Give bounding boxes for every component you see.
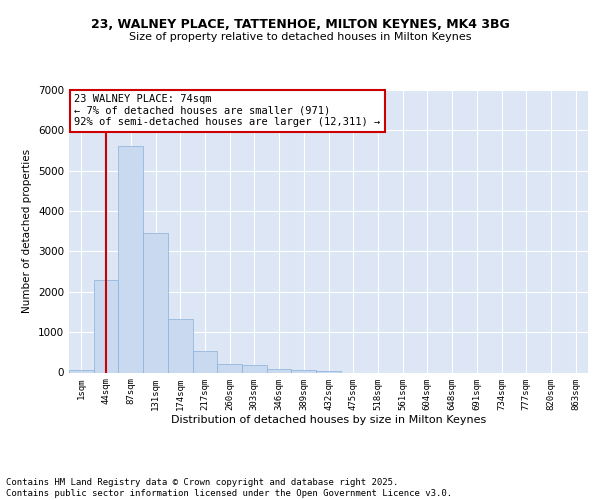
Text: 23, WALNEY PLACE, TATTENHOE, MILTON KEYNES, MK4 3BG: 23, WALNEY PLACE, TATTENHOE, MILTON KEYN… [91, 18, 509, 30]
Bar [242, 366, 267, 372]
Text: Size of property relative to detached houses in Milton Keynes: Size of property relative to detached ho… [129, 32, 471, 42]
Bar [217, 364, 242, 372]
X-axis label: Distribution of detached houses by size in Milton Keynes: Distribution of detached houses by size … [171, 415, 486, 425]
Bar [118, 146, 143, 372]
Bar [292, 370, 316, 372]
Bar [143, 234, 168, 372]
Bar [193, 351, 217, 372]
Text: 23 WALNEY PLACE: 74sqm
← 7% of detached houses are smaller (971)
92% of semi-det: 23 WALNEY PLACE: 74sqm ← 7% of detached … [74, 94, 380, 128]
Bar [267, 369, 292, 372]
Text: Contains HM Land Registry data © Crown copyright and database right 2025.
Contai: Contains HM Land Registry data © Crown c… [6, 478, 452, 498]
Bar [168, 319, 193, 372]
Bar [69, 370, 94, 372]
Y-axis label: Number of detached properties: Number of detached properties [22, 149, 32, 314]
Bar [94, 280, 118, 372]
